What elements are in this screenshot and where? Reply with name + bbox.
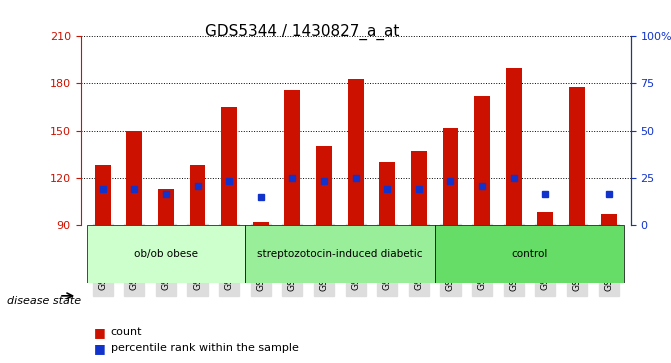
Text: GDS5344 / 1430827_a_at: GDS5344 / 1430827_a_at [205,24,399,40]
Text: ■: ■ [94,326,106,339]
Bar [245,36,276,225]
Bar [561,36,592,225]
Bar [126,131,142,225]
Bar [529,36,561,225]
Bar [537,212,554,225]
Bar [119,36,150,225]
Bar [285,90,301,225]
Bar [403,36,435,225]
Bar [340,36,372,225]
Bar [158,189,174,225]
Bar [569,87,585,225]
FancyBboxPatch shape [245,225,435,283]
Bar [372,36,403,225]
Bar [308,36,340,225]
Bar [87,36,119,225]
Text: count: count [111,327,142,337]
Bar [190,165,205,225]
Bar [443,127,458,225]
Bar [498,36,529,225]
Text: control: control [511,249,548,259]
Bar [95,165,111,225]
Bar [506,68,521,225]
Bar [253,222,268,225]
Bar [466,36,498,225]
Text: percentile rank within the sample: percentile rank within the sample [111,343,299,354]
Bar [150,36,182,225]
Bar [348,79,364,225]
Bar [474,96,490,225]
Bar [221,107,237,225]
Bar [182,36,213,225]
Text: ob/ob obese: ob/ob obese [134,249,198,259]
Bar [316,146,332,225]
Bar [379,162,395,225]
Bar [592,36,625,225]
Bar [411,151,427,225]
Bar [435,36,466,225]
Bar [276,36,308,225]
FancyBboxPatch shape [435,225,625,283]
Text: ■: ■ [94,342,106,355]
Text: streptozotocin-induced diabetic: streptozotocin-induced diabetic [257,249,423,259]
Bar [213,36,245,225]
FancyBboxPatch shape [87,225,245,283]
Bar [601,214,617,225]
Text: disease state: disease state [7,296,81,306]
